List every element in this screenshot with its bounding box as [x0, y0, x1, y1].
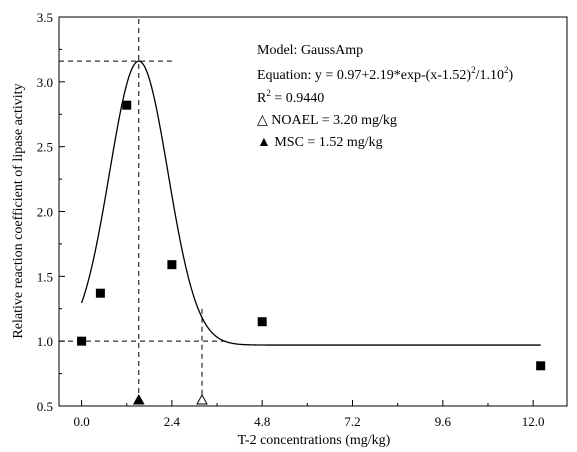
y-tick-label: 3.5: [37, 10, 53, 25]
r2-exponent: 2: [266, 88, 271, 98]
annotation-model: Model: GaussAmp: [257, 43, 363, 58]
r2-value: = 0.9440: [271, 91, 324, 106]
x-tick-label: 12.0: [522, 414, 545, 429]
r2-label: R: [257, 91, 267, 106]
annotation-r-squared: R2 = 0.9440: [257, 88, 324, 106]
x-tick-label: 4.8: [254, 414, 270, 429]
equation-exponent-2: 2: [504, 65, 509, 75]
x-axis-title: T-2 concentrations (mg/kg): [238, 433, 391, 448]
noael-text: NOAEL = 3.20 mg/kg: [268, 113, 397, 128]
fit-curve: [80, 60, 541, 346]
x-tick-label: 2.4: [164, 414, 181, 429]
data-point: [536, 361, 546, 371]
axis-ticks: 0.0 2.4 4.8 7.2 9.6 12.0 0.5 1.0 1.5 2.0 2.5 3.0 3.5: [37, 10, 545, 429]
axis-markers: [132, 393, 208, 405]
data-point: [167, 260, 177, 270]
reference-lines: [59, 19, 229, 406]
filled-triangle-icon: ▲: [257, 135, 271, 150]
msc-marker: [132, 393, 145, 405]
equation-middle: /1.10: [476, 68, 504, 83]
data-point: [122, 100, 132, 110]
y-tick-label: 3.0: [37, 75, 53, 90]
y-tick-label: 0.5: [37, 399, 53, 414]
msc-text: MSC = 1.52 mg/kg: [271, 135, 383, 150]
fit-curve-layer: [80, 60, 541, 346]
open-triangle-icon: △: [257, 113, 268, 128]
data-points: [77, 100, 546, 371]
y-tick-label: 1.0: [37, 334, 53, 349]
x-tick-label: 0.0: [73, 414, 89, 429]
y-tick-label: 1.5: [37, 269, 53, 284]
data-point: [77, 336, 87, 346]
equation-exponent-1: 2: [471, 65, 476, 75]
x-tick-label: 7.2: [344, 414, 360, 429]
y-axis-title: Relative reaction coefficient of lipase …: [11, 83, 26, 338]
x-tick-label: 9.6: [435, 414, 452, 429]
equation-prefix: Equation: y = 0.97+2.19*exp-(x-1.52): [257, 68, 471, 83]
annotation-msc: ▲ MSC = 1.52 mg/kg: [257, 135, 383, 150]
data-point: [257, 317, 267, 327]
annotation-equation: Equation: y = 0.97+2.19*exp-(x-1.52)2/1.…: [257, 65, 513, 83]
annotation-noael: △ NOAEL = 3.20 mg/kg: [257, 113, 397, 128]
y-tick-label: 2.0: [37, 205, 53, 220]
equation-suffix: ): [508, 68, 513, 83]
data-point: [95, 288, 105, 298]
noael-marker: [196, 393, 208, 405]
y-tick-label: 2.5: [37, 140, 53, 155]
